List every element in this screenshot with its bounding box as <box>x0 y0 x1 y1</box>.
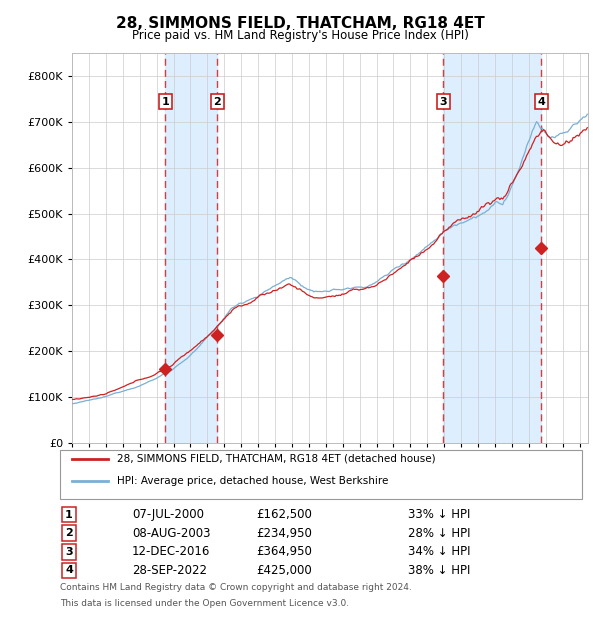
Text: 28, SIMMONS FIELD, THATCHAM, RG18 4ET: 28, SIMMONS FIELD, THATCHAM, RG18 4ET <box>116 16 484 30</box>
Text: 2: 2 <box>65 528 73 538</box>
Text: 3: 3 <box>440 97 447 107</box>
Text: HPI: Average price, detached house, West Berkshire: HPI: Average price, detached house, West… <box>117 476 388 485</box>
Text: 2: 2 <box>214 97 221 107</box>
Text: This data is licensed under the Open Government Licence v3.0.: This data is licensed under the Open Gov… <box>60 598 349 608</box>
Text: Contains HM Land Registry data © Crown copyright and database right 2024.: Contains HM Land Registry data © Crown c… <box>60 583 412 592</box>
Text: 28, SIMMONS FIELD, THATCHAM, RG18 4ET (detached house): 28, SIMMONS FIELD, THATCHAM, RG18 4ET (d… <box>117 454 436 464</box>
Text: £162,500: £162,500 <box>256 508 312 521</box>
Text: Price paid vs. HM Land Registry's House Price Index (HPI): Price paid vs. HM Land Registry's House … <box>131 29 469 42</box>
Text: 08-AUG-2003: 08-AUG-2003 <box>132 527 211 539</box>
Text: 07-JUL-2000: 07-JUL-2000 <box>132 508 204 521</box>
Text: 3: 3 <box>65 547 73 557</box>
Text: £364,950: £364,950 <box>256 546 312 558</box>
Bar <box>166 53 217 443</box>
Text: 1: 1 <box>65 510 73 520</box>
Text: £234,950: £234,950 <box>256 527 312 539</box>
Text: 1: 1 <box>161 97 169 107</box>
Text: 34% ↓ HPI: 34% ↓ HPI <box>408 546 470 558</box>
Text: 4: 4 <box>65 565 73 575</box>
Text: 4: 4 <box>538 97 545 107</box>
Text: 12-DEC-2016: 12-DEC-2016 <box>132 546 211 558</box>
Text: £425,000: £425,000 <box>256 564 312 577</box>
Bar <box>443 53 541 443</box>
Text: 28-SEP-2022: 28-SEP-2022 <box>132 564 207 577</box>
Text: 33% ↓ HPI: 33% ↓ HPI <box>408 508 470 521</box>
Text: 28% ↓ HPI: 28% ↓ HPI <box>408 527 470 539</box>
Text: 38% ↓ HPI: 38% ↓ HPI <box>408 564 470 577</box>
